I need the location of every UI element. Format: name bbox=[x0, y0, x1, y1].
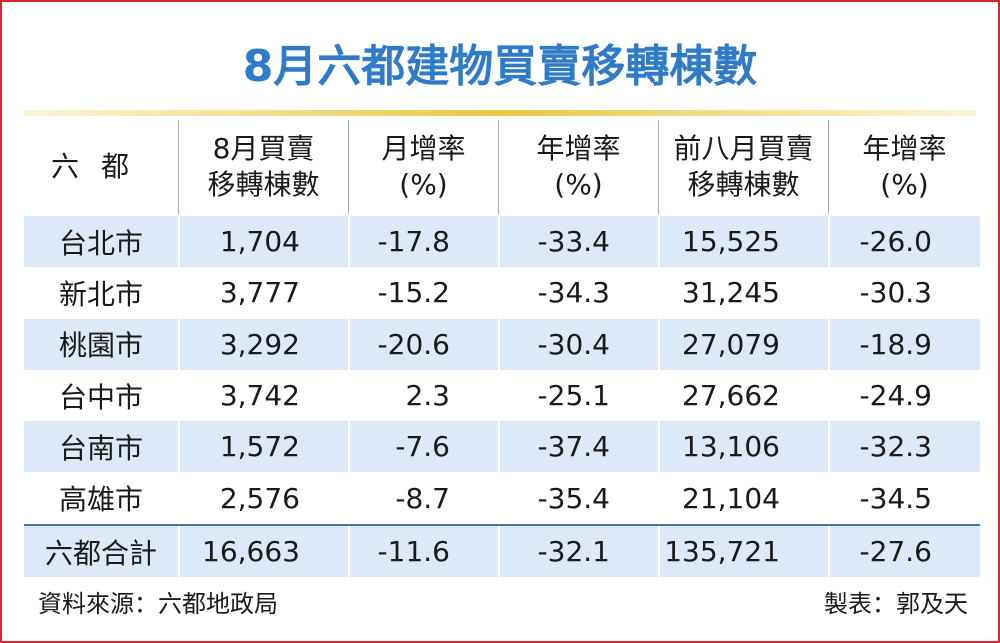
header-cell: 六都 bbox=[24, 120, 178, 214]
header-cell: 8月買賣 移轉棟數 bbox=[178, 120, 348, 214]
value-cell: -15.2 bbox=[348, 267, 498, 319]
value-cell: 15,525 bbox=[658, 216, 828, 268]
value-cell: -18.9 bbox=[828, 318, 980, 370]
value-cell: 2,576 bbox=[178, 472, 348, 524]
value-cell: 135,721 bbox=[658, 526, 828, 578]
total-separator bbox=[24, 524, 980, 526]
value-cell: 3,292 bbox=[178, 318, 348, 370]
value-cell: -30.4 bbox=[498, 318, 658, 370]
city-cell: 高雄市 bbox=[24, 472, 178, 524]
value-cell: -24.9 bbox=[828, 369, 980, 422]
value-cell: -8.7 bbox=[348, 472, 498, 524]
value-cell: -27.6 bbox=[828, 526, 980, 578]
header-text: 8月買賣 bbox=[212, 132, 315, 165]
city-cell: 桃園市 bbox=[24, 318, 178, 370]
value-cell: -20.6 bbox=[348, 318, 498, 370]
value-cell: -25.1 bbox=[498, 369, 658, 422]
city-cell: 新北市 bbox=[24, 267, 178, 319]
header-text: 年增率 bbox=[862, 132, 947, 165]
value-cell: -11.6 bbox=[348, 526, 498, 578]
header-cell: 年增率 (%) bbox=[498, 120, 658, 214]
value-cell: -34.3 bbox=[498, 267, 658, 319]
value-cell: -32.3 bbox=[828, 421, 980, 473]
title: 8月六都建物買賣移轉棟數 bbox=[242, 41, 758, 92]
city-cell: 台北市 bbox=[24, 216, 178, 268]
value-cell: 2.3 bbox=[348, 369, 498, 422]
header-text: 移轉棟數 bbox=[207, 168, 320, 201]
city-cell: 台南市 bbox=[24, 421, 178, 473]
value-cell: 13,106 bbox=[658, 421, 828, 473]
value-cell: -32.1 bbox=[498, 526, 658, 578]
value-cell: -26.0 bbox=[828, 216, 980, 268]
header-cell: 前八月買賣 移轉棟數 bbox=[658, 120, 828, 214]
header-cell: 月增率 (%) bbox=[348, 120, 498, 214]
value-cell: 16,663 bbox=[178, 526, 348, 578]
value-cell: -33.4 bbox=[498, 216, 658, 268]
value-cell: -34.5 bbox=[828, 472, 980, 524]
value-cell: 27,662 bbox=[658, 369, 828, 422]
author: 製表：郭及天 bbox=[824, 590, 968, 618]
value-cell: -35.4 bbox=[498, 472, 658, 524]
value-cell: 21,104 bbox=[658, 472, 828, 524]
value-cell: 31,245 bbox=[658, 267, 828, 319]
value-cell: 1,704 bbox=[178, 216, 348, 268]
value-cell: 1,572 bbox=[178, 421, 348, 473]
header-text: 月增率 bbox=[381, 132, 466, 165]
city-cell: 台中市 bbox=[24, 369, 178, 422]
header-text: 年增率 bbox=[536, 132, 621, 165]
value-cell: 3,742 bbox=[178, 369, 348, 422]
header-text: (%) bbox=[880, 168, 929, 201]
value-cell: -37.4 bbox=[498, 421, 658, 473]
header-text: 六都 bbox=[50, 150, 151, 183]
header-text: (%) bbox=[554, 168, 603, 201]
value-cell: 3,777 bbox=[178, 267, 348, 319]
header-text: (%) bbox=[399, 168, 448, 201]
value-cell: -7.6 bbox=[348, 421, 498, 473]
city-cell: 六都合計 bbox=[24, 526, 178, 578]
value-cell: -30.3 bbox=[828, 267, 980, 319]
source: 資料來源：六都地政局 bbox=[38, 590, 278, 618]
header-cell: 年增率 (%) bbox=[828, 120, 980, 214]
title-rule bbox=[24, 110, 976, 116]
value-cell: -17.8 bbox=[348, 216, 498, 268]
header-text: 移轉棟數 bbox=[687, 168, 800, 201]
value-cell: 27,079 bbox=[658, 318, 828, 370]
header-text: 前八月買賣 bbox=[673, 132, 814, 165]
